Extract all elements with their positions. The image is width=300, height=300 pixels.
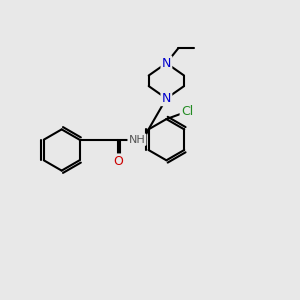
Text: N: N <box>162 92 171 105</box>
Text: NH: NH <box>129 135 145 145</box>
Text: N: N <box>162 57 171 70</box>
Text: O: O <box>113 155 123 168</box>
Text: Cl: Cl <box>181 105 193 118</box>
